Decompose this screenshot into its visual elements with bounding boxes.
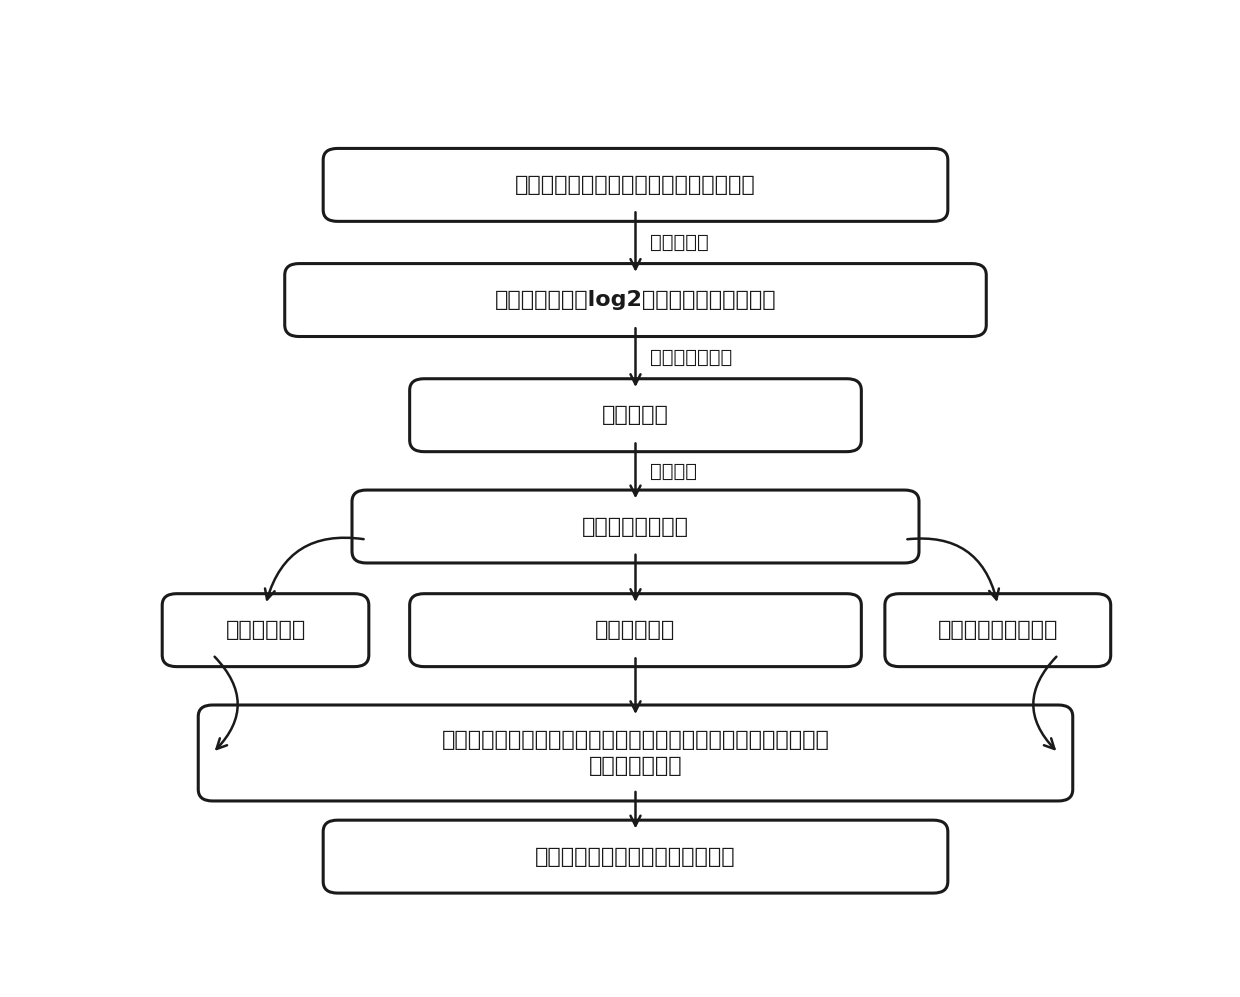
FancyBboxPatch shape — [198, 705, 1073, 801]
Text: 模块数据可视化分析: 模块数据可视化分析 — [937, 620, 1058, 640]
Text: 差异表达分析: 差异表达分析 — [595, 620, 676, 640]
Text: 提取克服自身周期节律的模块作为解释响应药物处理表型改变的内
在分子机制解释: 提取克服自身周期节律的模块作为解释响应药物处理表型改变的内 在分子机制解释 — [441, 730, 830, 777]
Text: 构建共表达网络: 构建共表达网络 — [650, 348, 732, 367]
FancyBboxPatch shape — [409, 379, 862, 452]
Text: 药物处理与对照时间序列的基因表达矩阵: 药物处理与对照时间序列的基因表达矩阵 — [515, 174, 756, 194]
Text: 模块划分: 模块划分 — [650, 462, 697, 481]
Text: 药物活性与副作用的系统全面评估: 药物活性与副作用的系统全面评估 — [536, 846, 735, 866]
FancyBboxPatch shape — [324, 821, 947, 893]
FancyBboxPatch shape — [409, 593, 862, 667]
FancyBboxPatch shape — [352, 491, 919, 563]
Text: 数据预处理: 数据预处理 — [650, 233, 709, 252]
FancyBboxPatch shape — [162, 593, 368, 667]
Text: 共表达网络: 共表达网络 — [603, 405, 668, 425]
Text: 各个模块的子网络: 各个模块的子网络 — [582, 516, 689, 536]
Text: 过滤、归一化、log2处理后的基因表达矩阵: 过滤、归一化、log2处理后的基因表达矩阵 — [495, 290, 776, 310]
FancyBboxPatch shape — [285, 263, 986, 337]
FancyBboxPatch shape — [324, 149, 947, 221]
Text: 基因功能分析: 基因功能分析 — [226, 620, 305, 640]
FancyBboxPatch shape — [885, 593, 1111, 667]
